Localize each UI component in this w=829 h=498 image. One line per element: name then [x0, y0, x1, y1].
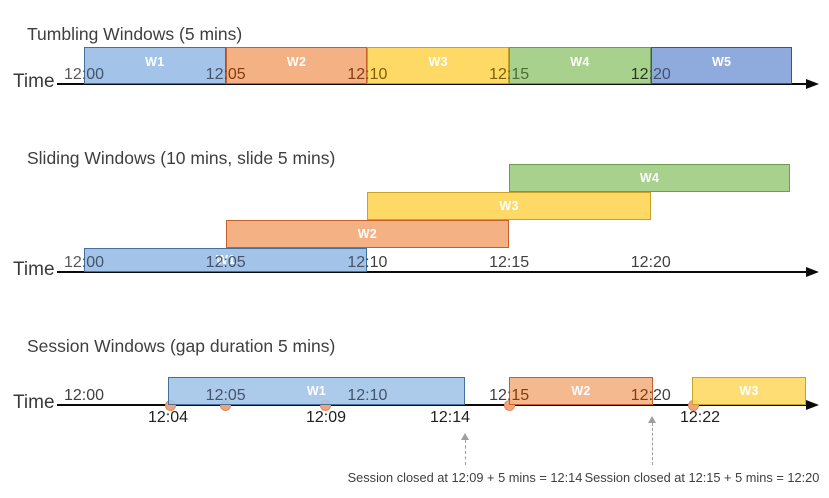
time-axis-line	[57, 271, 806, 273]
time-axis-label: Time	[13, 71, 55, 92]
time-tick-part: 12:10	[347, 387, 388, 404]
time-tick-1210: 12:10	[347, 386, 387, 405]
time-tick-1215: 12:15	[489, 253, 529, 272]
time-tick-part: 12:00	[63, 387, 105, 404]
time-tick-1220: 12:20	[631, 65, 671, 84]
time-tick-1210: 12:10	[347, 253, 387, 272]
time-tick-part: 12	[63, 254, 82, 271]
dashed-line	[651, 423, 653, 465]
window-label: W4	[639, 171, 660, 185]
event-time-label-1209: 12:09	[305, 409, 347, 426]
time-tick-part: :00	[81, 66, 105, 83]
time-tick-1205: 12:05	[206, 386, 246, 405]
time-axis-line	[57, 404, 806, 406]
session-close-caption: Session closed at 12:15 + 5 mins = 12:20	[584, 470, 820, 485]
time-axis-arrowhead	[806, 78, 819, 89]
window-bar-w1: W1	[168, 377, 465, 405]
time-tick-part: :05	[223, 66, 246, 83]
up-arrowhead-icon	[461, 433, 469, 440]
window-label: W3	[428, 55, 448, 69]
time-tick-part: :00	[81, 254, 105, 271]
time-tick-1210: 12:10	[347, 65, 387, 84]
window-label: W2	[571, 384, 591, 398]
window-bar-w3: W3	[692, 377, 806, 405]
window-bar-w2: W2	[225, 220, 510, 248]
session-close-arrow	[647, 416, 657, 465]
window-label: W1	[306, 384, 327, 398]
time-tick-part: 12:05	[205, 387, 246, 404]
time-tick-1205: 12:05	[206, 65, 246, 84]
up-arrowhead-icon	[648, 416, 656, 423]
window-label: W3	[499, 199, 519, 213]
time-tick-part: :10	[365, 254, 388, 271]
time-axis-label: Time	[13, 259, 55, 280]
time-axis-label: Time	[13, 392, 55, 413]
time-axis-arrowhead	[806, 399, 819, 410]
window-label: W1	[216, 253, 236, 267]
time-tick-1200: 12:00	[64, 65, 104, 84]
session-close-arrow	[460, 433, 470, 465]
time-tick-1200: 12:00	[64, 386, 104, 405]
time-tick-1220: 12:20	[631, 386, 671, 405]
event-time-label-1214: 12:14	[429, 409, 471, 426]
window-label: W2	[286, 55, 307, 69]
time-tick-part: :20	[648, 66, 671, 83]
time-tick-1205: 12:05	[206, 253, 246, 272]
time-tick-part: :15	[506, 387, 530, 404]
window-bar-w3: W3	[367, 192, 651, 220]
time-tick-part: 12	[347, 254, 366, 271]
time-tick-part: 12	[205, 66, 224, 83]
time-tick-1215: 12:15	[489, 386, 529, 405]
time-tick-1200: 12:00	[64, 253, 104, 272]
window-label: W1	[145, 55, 165, 69]
window-label: W3	[739, 384, 759, 398]
dashed-line	[464, 440, 466, 465]
window-label: W5	[711, 55, 732, 69]
window-label: W2	[357, 227, 378, 241]
window-bar-w1: W1	[84, 248, 368, 272]
time-tick-part: 12:20	[630, 254, 671, 271]
window-bar-w3: W3	[367, 47, 510, 84]
time-tick-part: 12:15	[489, 254, 530, 271]
time-tick-part: 12	[489, 387, 507, 404]
window-bar-w2: W2	[509, 377, 653, 405]
time-tick-part: :10	[365, 66, 388, 83]
time-tick-1220: 12:20	[631, 253, 671, 272]
section-title-session: Session Windows (gap duration 5 mins)	[27, 335, 336, 356]
window-bar-w5: W5	[650, 47, 793, 84]
time-tick-part: :20	[648, 387, 671, 404]
time-axis-line	[57, 83, 806, 85]
time-tick-part: :15	[506, 66, 530, 83]
session-close-caption: Session closed at 12:09 + 5 mins = 12:14	[347, 470, 583, 485]
time-tick-1215: 12:15	[489, 65, 529, 84]
time-axis-arrowhead	[806, 266, 819, 277]
time-tick-part: 12:05	[205, 254, 246, 271]
event-time-label-1204: 12:04	[147, 409, 189, 426]
window-bar-w1: W1	[84, 47, 226, 84]
window-bar-w2: W2	[225, 47, 368, 84]
time-tick-part: 12	[63, 66, 82, 83]
event-time-label-1222: 12:22	[679, 409, 721, 426]
time-tick-part: 12	[630, 387, 649, 404]
time-tick-part: 12	[630, 66, 649, 83]
window-label: W4	[570, 55, 590, 69]
section-title-sliding: Sliding Windows (10 mins, slide 5 mins)	[27, 147, 336, 168]
window-bar-w4: W4	[509, 164, 791, 192]
section-title-tumbling: Tumbling Windows (5 mins)	[27, 23, 243, 44]
time-tick-part: 12	[347, 66, 366, 83]
time-tick-part: 12	[489, 66, 507, 83]
window-bar-w4: W4	[509, 47, 651, 84]
